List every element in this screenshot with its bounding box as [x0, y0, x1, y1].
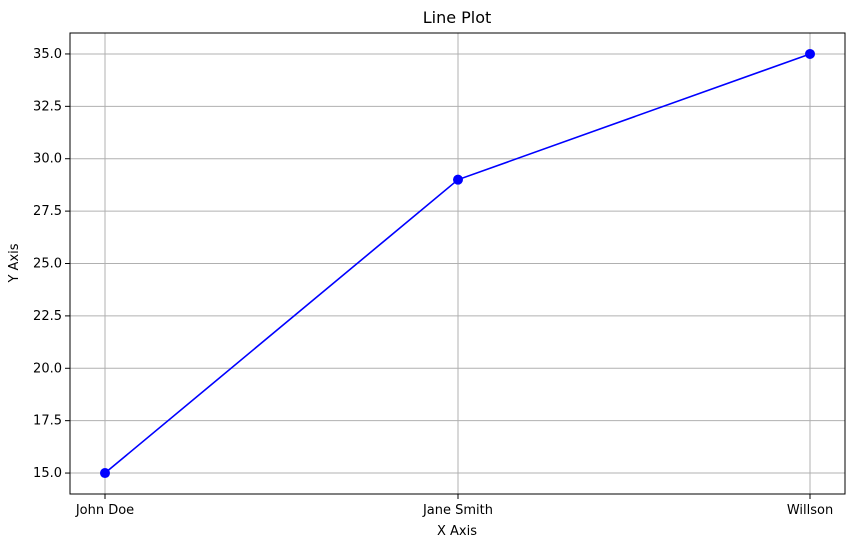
y-axis-label: Y Axis: [7, 243, 22, 283]
plot-frame: [69, 32, 846, 495]
y-tick-label: 22.5: [33, 309, 62, 324]
x-axis-label: X Axis: [437, 524, 477, 539]
ticks-layer: John Doe Jane Smith Willson 15.0 17.5 20.0 22.…: [33, 47, 833, 518]
data-point-willson: [805, 48, 815, 59]
grid-layer: [70, 33, 845, 494]
y-tick-label: 35.0: [33, 47, 62, 62]
y-tick-label: 20.0: [33, 361, 62, 376]
y-tick-label: 30.0: [33, 152, 62, 167]
series-layer: [100, 48, 815, 479]
y-tick-label: 32.5: [33, 99, 62, 114]
x-tick-label: Willson: [787, 503, 833, 518]
y-tick-label: 25.0: [33, 257, 62, 272]
chart-title: Line Plot: [423, 8, 492, 27]
data-point-john-doe: [100, 468, 110, 479]
x-tick-label: Jane Smith: [422, 503, 493, 518]
y-tick-label: 27.5: [33, 204, 62, 219]
data-point-jane-smith: [453, 174, 463, 185]
x-tick-label: John Doe: [75, 503, 134, 518]
y-tick-label: 17.5: [33, 414, 62, 429]
y-tick-label: 15.0: [33, 466, 62, 481]
